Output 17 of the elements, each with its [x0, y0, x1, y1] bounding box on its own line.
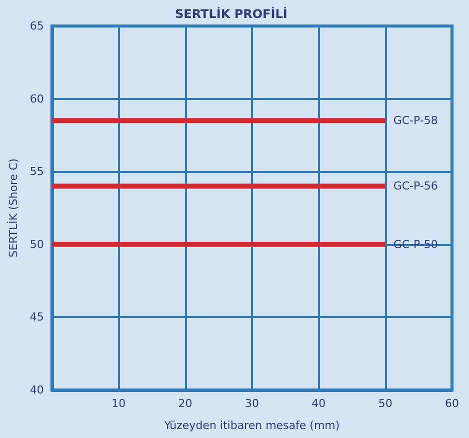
- y-axis-title: SERTLİK (Shore C): [6, 158, 20, 258]
- x-tick-label: 10: [112, 397, 126, 410]
- x-tick-label: 20: [178, 397, 192, 410]
- x-tick-label: 30: [244, 397, 259, 410]
- x-tick-label: 50: [378, 397, 392, 410]
- x-axis-title: Yüzeyden itibaren mesafe (mm): [163, 419, 340, 432]
- y-tick-label: 55: [30, 165, 44, 178]
- x-tick-label: 60: [445, 397, 459, 410]
- x-tick-label: 40: [312, 397, 326, 410]
- series-label: GC-P-58: [393, 114, 438, 128]
- chart-title: SERTLİK PROFİLİ: [175, 6, 288, 21]
- y-tick-label: 60: [30, 92, 44, 106]
- y-tick-label: 45: [30, 310, 44, 324]
- series-label: GC-P-56: [393, 180, 438, 193]
- y-tick-label: 65: [30, 20, 44, 32]
- y-tick-label: 50: [30, 238, 44, 251]
- y-tick-label: 40: [30, 384, 44, 396]
